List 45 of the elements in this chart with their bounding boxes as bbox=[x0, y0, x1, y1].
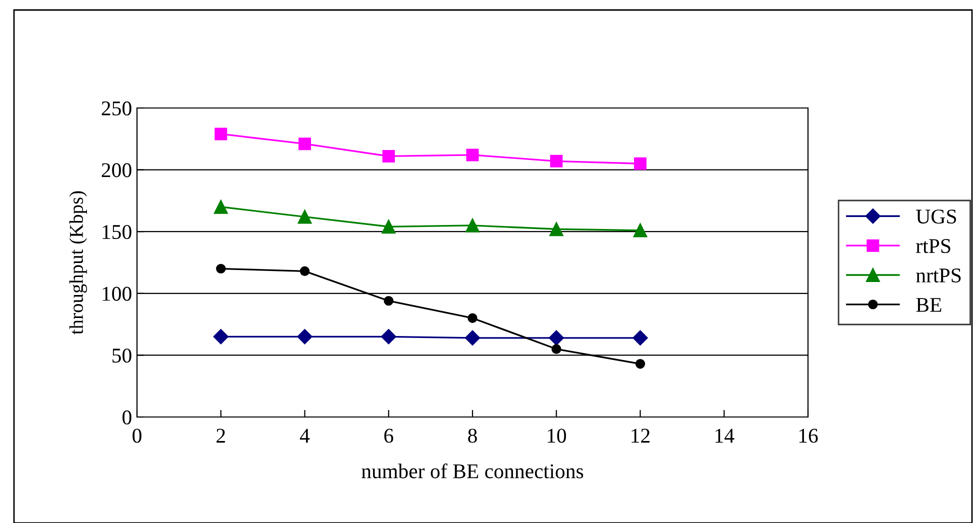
y-tick-label: 250 bbox=[102, 101, 132, 116]
point bbox=[634, 157, 646, 170]
x-tick-label: 10 bbox=[548, 428, 566, 443]
point bbox=[633, 223, 648, 238]
point bbox=[550, 154, 563, 168]
point bbox=[300, 266, 310, 276]
y-tick-label: 150 bbox=[102, 224, 132, 240]
legend-label: UGS bbox=[916, 210, 956, 224]
point bbox=[384, 296, 394, 306]
legend-label: BE bbox=[916, 298, 942, 312]
point bbox=[466, 148, 479, 162]
legend-label: nrtPS bbox=[916, 268, 961, 282]
x-tick-label: 12 bbox=[632, 428, 650, 443]
point bbox=[382, 150, 395, 162]
y-axis-title: throughput (Kbps) bbox=[69, 191, 87, 334]
point bbox=[466, 218, 480, 232]
point bbox=[297, 329, 312, 344]
point bbox=[214, 200, 228, 214]
x-tick-label: 8 bbox=[468, 428, 477, 443]
point bbox=[464, 330, 480, 346]
legend-label: rtPS bbox=[916, 239, 950, 254]
point bbox=[635, 358, 646, 369]
y-tick-label: 200 bbox=[102, 163, 132, 178]
point bbox=[213, 329, 228, 344]
y-tick-label: 100 bbox=[102, 286, 132, 301]
point bbox=[552, 344, 562, 354]
x-tick-label: 4 bbox=[300, 428, 310, 443]
point bbox=[214, 128, 228, 140]
point bbox=[216, 264, 226, 274]
x-tick-label: 2 bbox=[216, 428, 225, 443]
point bbox=[298, 138, 311, 150]
point bbox=[298, 210, 312, 224]
point bbox=[548, 330, 564, 346]
point bbox=[382, 220, 396, 234]
x-tick-label: 14 bbox=[716, 428, 734, 443]
x-tick-label: 0 bbox=[132, 428, 142, 443]
x-tick-label: 16 bbox=[799, 428, 818, 443]
y-tick-label: 50 bbox=[112, 348, 132, 363]
point bbox=[632, 330, 648, 346]
point bbox=[468, 313, 478, 323]
point bbox=[381, 329, 396, 344]
x-tick-label: 6 bbox=[384, 428, 394, 443]
x-axis-title: number of BE connections bbox=[362, 463, 584, 478]
y-tick-label: 0 bbox=[122, 410, 132, 424]
point bbox=[549, 222, 564, 236]
